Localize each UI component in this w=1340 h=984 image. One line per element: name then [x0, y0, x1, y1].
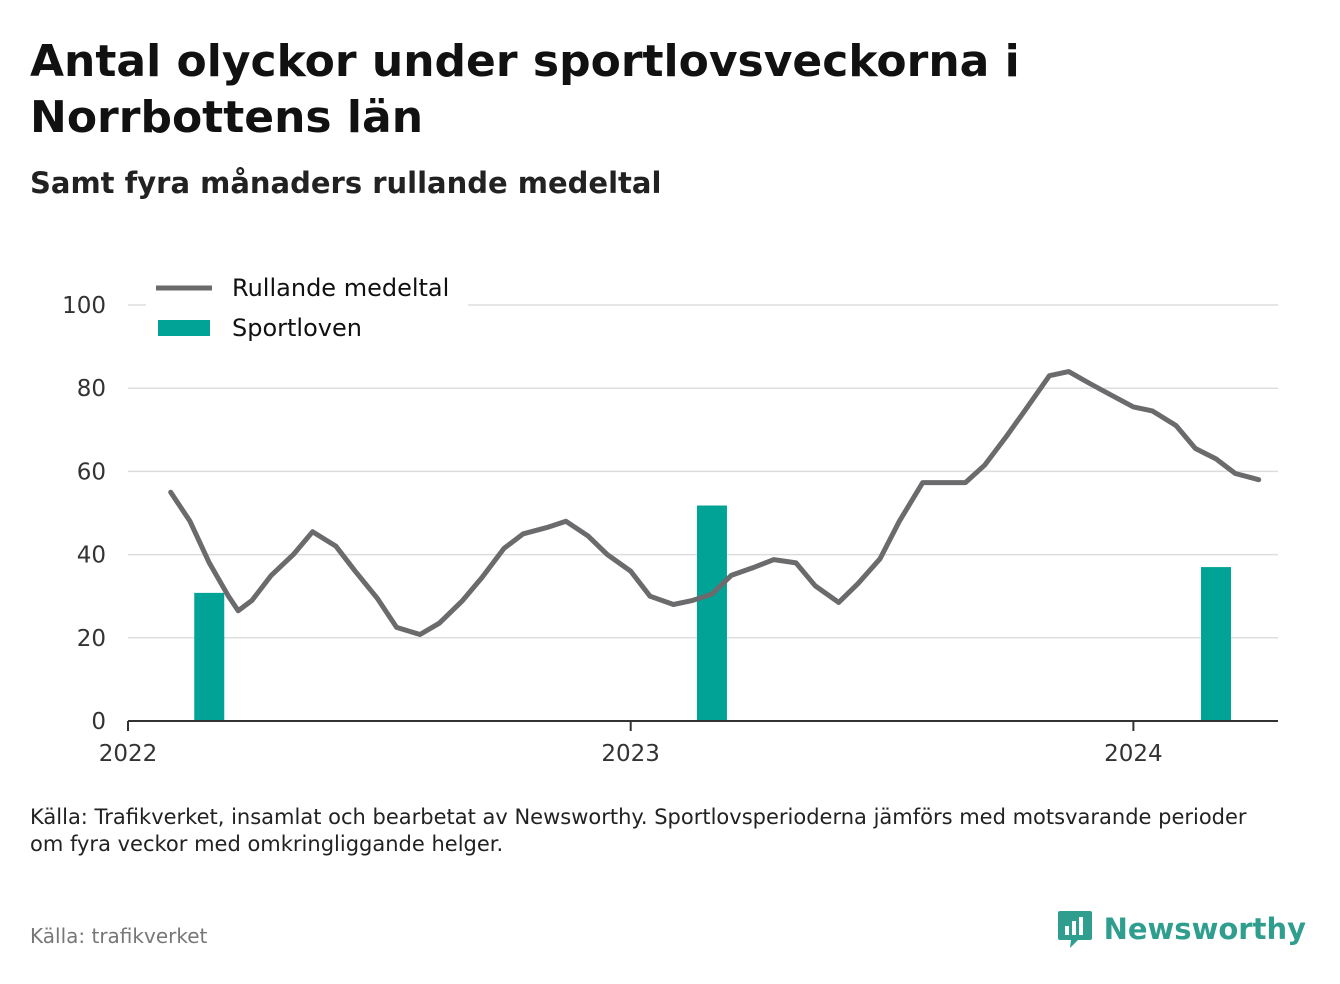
- chart: 0 20 40 60 80 100 2022 2023 2024 Rullande medelta…: [62, 268, 1278, 767]
- chart-subtitle: Samt fyra månaders rullande medeltal: [30, 166, 662, 200]
- bar-sportloven: [696, 505, 727, 721]
- x-tick-label: 2024: [1104, 741, 1163, 767]
- chart-title: Antal olyckor under sportlovsveckorna i …: [30, 36, 1020, 143]
- legend-background: [146, 268, 468, 352]
- y-tick-label: 20: [77, 626, 106, 652]
- bar-sportloven: [1201, 567, 1232, 721]
- y-tick-label: 100: [62, 293, 106, 319]
- y-tick-label: 80: [77, 376, 106, 402]
- x-tick-label: 2023: [601, 741, 660, 767]
- footnote: Källa: Trafikverket, insamlat och bearbe…: [30, 805, 1247, 856]
- bar-sportloven: [194, 592, 225, 721]
- y-tick-label: 60: [77, 459, 106, 485]
- legend-bar-swatch: [158, 320, 210, 336]
- source-text: Källa: trafikverket: [30, 924, 208, 948]
- y-tick-label: 0: [91, 709, 106, 735]
- brand-name: Newsworthy: [1103, 912, 1306, 946]
- x-tick-label: 2022: [99, 741, 158, 767]
- newsworthy-logo-icon: [1057, 911, 1092, 948]
- legend-label: Sportloven: [232, 314, 362, 342]
- line-rullande-medeltal: [168, 369, 1262, 637]
- brand-logo[interactable]: Newsworthy: [1056, 908, 1306, 950]
- legend-label: Rullande medeltal: [232, 274, 449, 302]
- y-tick-label: 40: [77, 543, 106, 569]
